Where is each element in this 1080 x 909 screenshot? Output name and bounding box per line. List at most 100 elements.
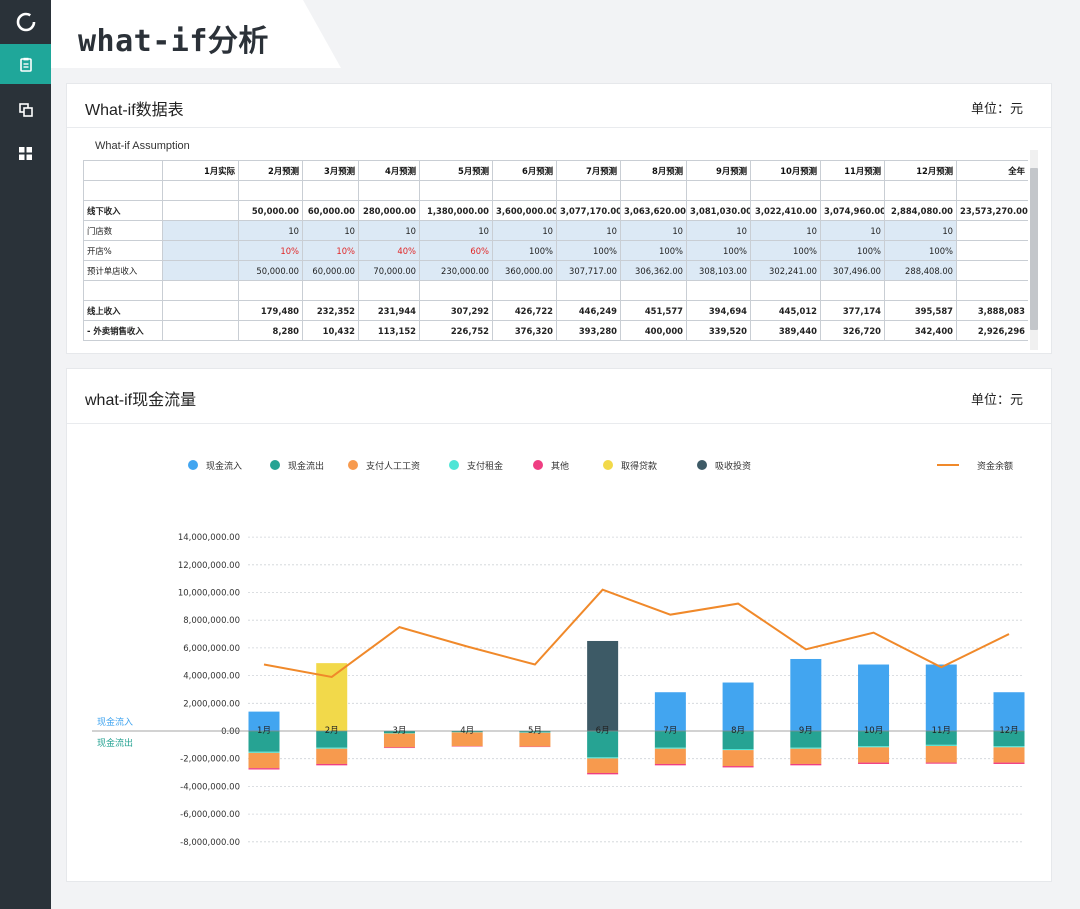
input-cell[interactable]: 10: [620, 220, 687, 241]
scrollbar-thumb[interactable]: [1030, 168, 1038, 330]
bar-现金流出: [248, 731, 280, 752]
bar-现金流出: [587, 731, 619, 758]
section-title: What-if Assumption: [95, 140, 190, 152]
bar-支付人工工资: [925, 745, 957, 763]
legend-item-loan[interactable]: 取得贷款: [603, 457, 657, 473]
legend-label: 其他: [551, 460, 570, 471]
bar-支付租金: [858, 746, 890, 748]
x-tick-label: 8月: [731, 726, 745, 736]
input-cell[interactable]: 10: [419, 220, 493, 241]
input-cell[interactable]: 50,000.00: [238, 260, 303, 281]
legend-swatch: [603, 460, 613, 470]
input-cell[interactable]: 10: [884, 220, 957, 241]
legend-label: 现金流出: [288, 460, 325, 471]
bar-支付人工工资: [858, 747, 890, 763]
legend-item-other[interactable]: 其他: [533, 457, 569, 473]
unit-label: 单位：元: [970, 392, 1023, 407]
table-row: 线上收入 179,480 232,352 231,944 307,292 426,722 4…: [83, 300, 1028, 321]
grid-icon: [19, 146, 32, 160]
card-header: what-if现金流量 单位：元: [67, 369, 1051, 424]
sidebar-item-analysis[interactable]: [0, 44, 51, 84]
y-tick-label: 0.00: [221, 727, 240, 737]
input-cell[interactable]: 10: [358, 220, 420, 241]
table-viewport[interactable]: 1月实际 2月预测 3月预测 4月预测 5月预测 6月预测 7月预测 8月预测 9月预测 10月预…: [83, 160, 1028, 343]
input-cell[interactable]: 100%: [820, 240, 885, 261]
x-tick-label: 5月: [528, 726, 542, 736]
input-cell[interactable]: 60,000.00: [302, 260, 359, 281]
y-tick-label: 14,000,000.00: [178, 533, 240, 543]
input-cell[interactable]: 10: [820, 220, 885, 241]
app-logo-icon[interactable]: [0, 0, 51, 44]
input-cell[interactable]: 10: [238, 220, 303, 241]
bar-其他: [925, 762, 957, 764]
input-cell[interactable]: 10: [492, 220, 557, 241]
bar-支付人工工资: [248, 752, 280, 769]
table-scrollbar[interactable]: [1030, 150, 1038, 350]
legend-label: 资金余额: [977, 460, 1014, 471]
bar-现金流出: [722, 731, 754, 750]
input-cell[interactable]: [162, 260, 239, 281]
input-cell[interactable]: [162, 220, 239, 241]
input-cell[interactable]: 10%: [238, 240, 303, 261]
y-tick-label: -2,000,000.00: [180, 755, 240, 765]
legend-swatch: [270, 460, 280, 470]
clipboard-icon: [19, 57, 32, 72]
legend-item-inflow[interactable]: 现金流入: [188, 457, 242, 473]
bar-支付人工工资: [383, 733, 415, 748]
x-tick-label: 2月: [325, 726, 339, 736]
bar-现金流出: [654, 731, 686, 748]
card-title: what-if现金流量: [85, 392, 197, 409]
bar-支付人工工资: [316, 748, 348, 764]
y-tick-label: 10,000,000.00: [178, 589, 240, 599]
input-cell[interactable]: 10: [556, 220, 621, 241]
legend-swatch: [697, 460, 707, 470]
input-cell[interactable]: 306,362.00: [620, 260, 687, 281]
bar-现金流出: [383, 731, 415, 734]
card-title: What-if数据表: [85, 102, 184, 119]
y-tick-label: 4,000,000.00: [183, 672, 240, 682]
table-row: 开店% 10% 10% 40% 60% 100% 100% 100% 100% 100% 100% 1…: [83, 240, 1028, 261]
legend-swatch: [188, 460, 198, 470]
bar-其他: [790, 763, 822, 766]
legend-swatch: [533, 460, 543, 470]
bar-其他: [654, 763, 686, 766]
input-cell[interactable]: 360,000.00: [492, 260, 557, 281]
input-cell[interactable]: 230,000.00: [419, 260, 493, 281]
legend-item-investment[interactable]: 吸收投资: [697, 457, 751, 473]
x-tick-label: 11月: [932, 726, 951, 736]
x-tick-label: 12月: [999, 726, 1018, 736]
x-tick-label: 7月: [663, 726, 677, 736]
bar-支付租金: [925, 744, 957, 746]
input-cell[interactable]: 100%: [884, 240, 957, 261]
table-row: [83, 280, 1028, 301]
legend-swatch: [449, 460, 459, 470]
x-tick-label: 3月: [392, 726, 406, 736]
input-cell[interactable]: 100%: [620, 240, 687, 261]
input-cell[interactable]: 70,000.00: [358, 260, 420, 281]
inflow-side-label: 现金流入: [97, 717, 134, 727]
bar-现金流出: [993, 731, 1025, 747]
sidebar: [0, 0, 51, 909]
legend-item-wages[interactable]: 支付人工工资: [348, 457, 420, 473]
legend-item-outflow[interactable]: 现金流出: [270, 457, 324, 473]
legend-label: 支付租金: [467, 460, 504, 471]
sidebar-item-dashboard[interactable]: [0, 133, 51, 173]
x-tick-label: 9月: [799, 726, 813, 736]
legend-item-rent[interactable]: 支付租金: [449, 457, 503, 473]
table-cell: 2,926,296: [956, 320, 1028, 341]
bar-现金流入: [858, 664, 890, 731]
assumption-table: 1月实际 2月预测 3月预测 4月预测 5月预测 6月预测 7月预测 8月预测 9月预测 10月预…: [83, 160, 1028, 341]
input-cell[interactable]: 307,717.00: [556, 260, 621, 281]
table-row: - 外卖销售收入 8,280 10,432 113,152 226,752 376,320…: [83, 320, 1028, 341]
legend-swatch: [348, 460, 358, 470]
input-cell[interactable]: 100%: [750, 240, 821, 261]
bar-现金流出: [858, 731, 890, 747]
bar-取得贷款: [316, 663, 348, 731]
input-cell[interactable]: 40%: [358, 240, 420, 261]
input-cell[interactable]: 10: [750, 220, 821, 241]
legend-item-balance[interactable]: 资金余额: [937, 457, 1013, 473]
bar-吸收投资: [587, 640, 619, 731]
bar-支付人工工资: [654, 748, 686, 764]
sidebar-item-copy[interactable]: [0, 90, 51, 130]
bar-现金流入: [654, 692, 686, 731]
